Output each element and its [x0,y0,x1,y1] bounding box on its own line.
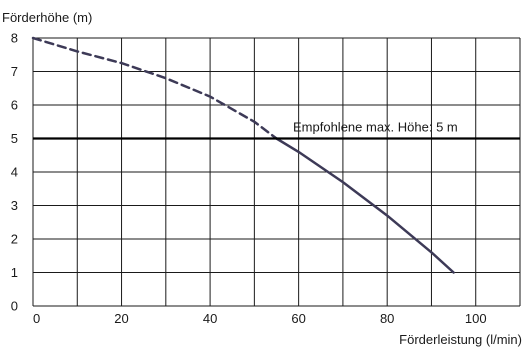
x-tick-label: 20 [114,311,128,326]
x-tick-label: 0 [33,311,40,326]
y-tick-label: 6 [11,98,18,113]
reference-line-group: Empfohlene max. Höhe: 5 m [33,120,520,140]
curves [31,36,455,274]
pump-curve-dashed [31,36,278,140]
y-tick-label: 4 [11,165,18,180]
y-tick-label: 8 [11,31,18,46]
x-tick-label: 80 [380,311,394,326]
pump-curve-solid [275,137,455,274]
y-tick-label: 2 [11,232,18,247]
y-axis-title: Förderhöhe (m) [2,10,92,25]
y-tick-label: 7 [11,64,18,79]
reference-line-label: Empfohlene max. Höhe: 5 m [293,120,458,135]
x-tick-label: 40 [203,311,217,326]
x-axis-title: Förderleistung (l/min) [399,332,522,347]
x-tick-label: 100 [465,311,487,326]
y-tick-label: 5 [11,131,18,146]
y-tick-label: 1 [11,265,18,280]
y-tick-label: 3 [11,198,18,213]
x-tick-label: 60 [291,311,305,326]
y-tick-label: 0 [11,299,18,314]
